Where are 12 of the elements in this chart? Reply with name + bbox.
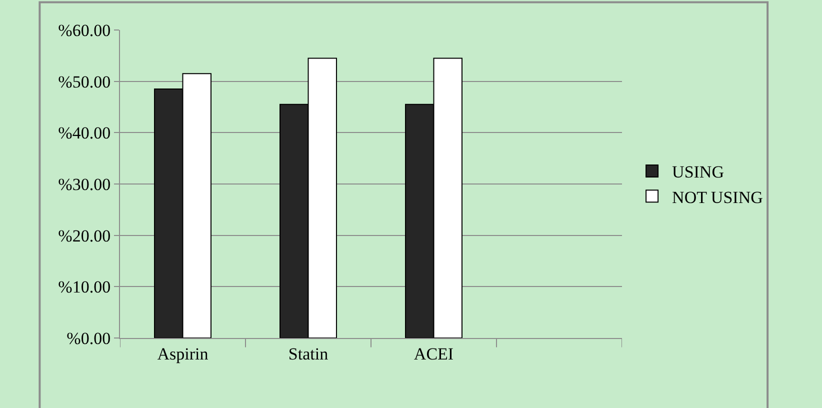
y-tick-label: %20.00 xyxy=(58,226,111,246)
x-tick-label: Statin xyxy=(288,344,329,364)
legend-label: NOT USING xyxy=(672,188,763,207)
y-tick-label: %60.00 xyxy=(58,20,111,40)
y-tick-label: %30.00 xyxy=(58,174,111,194)
legend-label: USING xyxy=(672,162,724,182)
x-tick-label: Aspirin xyxy=(157,344,209,364)
y-tick-label: %50.00 xyxy=(58,72,111,92)
y-tick-label: %10.00 xyxy=(58,278,111,297)
y-tick-label: %40.00 xyxy=(58,124,111,143)
x-tick-label: ACEI xyxy=(414,344,454,364)
y-tick-label: %0.00 xyxy=(66,328,111,348)
